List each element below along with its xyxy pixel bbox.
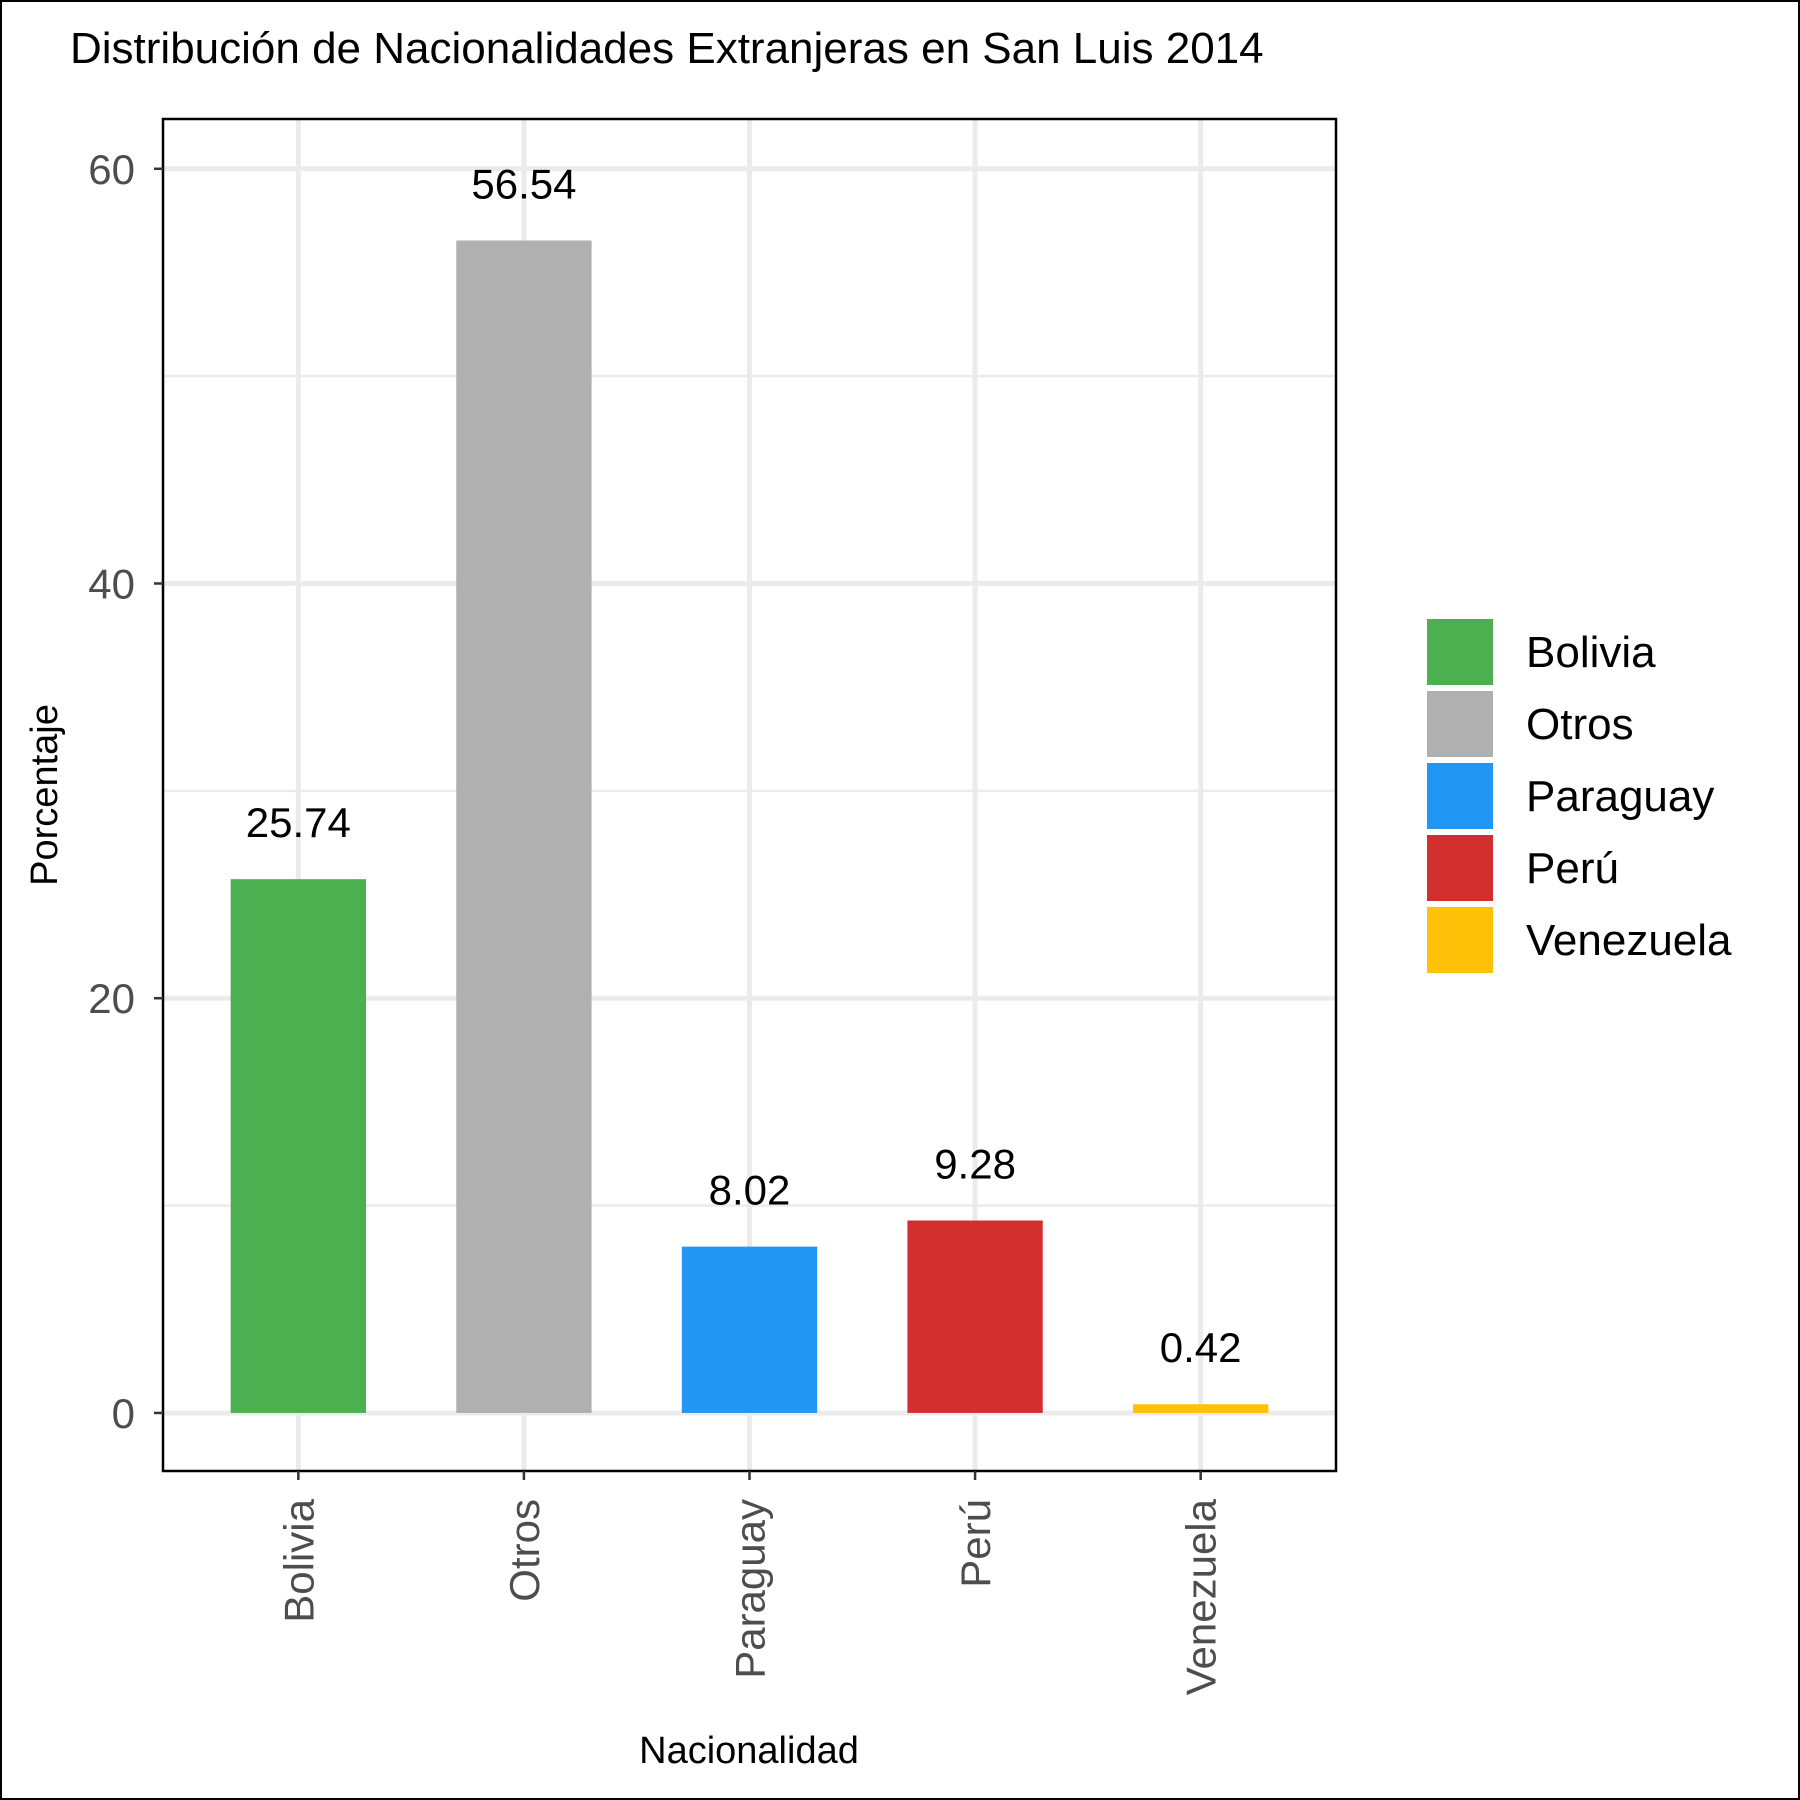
y-axis-ticks: 0 20 40 60 — [88, 146, 163, 1437]
x-tick-label: Otros — [501, 1499, 548, 1602]
x-tick-label: Venezuela — [1178, 1498, 1225, 1695]
y-tick-label: 60 — [88, 146, 135, 193]
bar-otros — [456, 240, 592, 1413]
data-label-otros: 56.54 — [471, 161, 576, 208]
legend-label-bolivia: Bolivia — [1526, 628, 1656, 677]
legend-key-paraguay — [1427, 763, 1493, 829]
data-label-venezuela: 0.42 — [1160, 1324, 1242, 1371]
bar-perú — [907, 1220, 1043, 1413]
y-tick-label: 0 — [112, 1390, 135, 1437]
x-axis-title: Nacionalidad — [639, 1730, 859, 1772]
legend-key-venezuela — [1427, 907, 1493, 973]
bar-bolivia — [230, 879, 367, 1413]
legend-label-paraguay: Paraguay — [1526, 772, 1714, 821]
legend-key-otros — [1427, 691, 1493, 757]
legend-label-venezuela: Venezuela — [1526, 916, 1732, 965]
data-label-bolivia: 25.74 — [246, 799, 351, 846]
y-tick-label: 40 — [88, 560, 135, 607]
x-tick-label: Paraguay — [727, 1499, 774, 1679]
bar-venezuela — [1132, 1404, 1269, 1413]
legend-label-perú: Perú — [1526, 844, 1619, 893]
bars — [230, 240, 1269, 1413]
data-label-perú: 9.28 — [934, 1141, 1016, 1188]
legend-label-otros: Otros — [1526, 700, 1634, 749]
bar-paraguay — [681, 1246, 818, 1413]
x-tick-label: Perú — [952, 1499, 999, 1588]
x-tick-label: Bolivia — [275, 1498, 322, 1622]
x-axis-ticks: Bolivia Otros Paraguay Perú Venezuela — [275, 1471, 1225, 1695]
y-tick-label: 20 — [88, 975, 135, 1022]
chart-title: Distribución de Nacionalidades Extranjer… — [70, 24, 1264, 73]
y-axis-title: Porcentaje — [24, 704, 66, 886]
data-label-paraguay: 8.02 — [709, 1167, 791, 1214]
legend-key-bolivia — [1427, 619, 1493, 685]
legend-key-perú — [1427, 835, 1493, 901]
data-labels: 25.74 56.54 8.02 9.28 0.42 — [246, 161, 1242, 1372]
legend: Bolivia Otros Paraguay Perú Venezuela — [1427, 619, 1732, 973]
